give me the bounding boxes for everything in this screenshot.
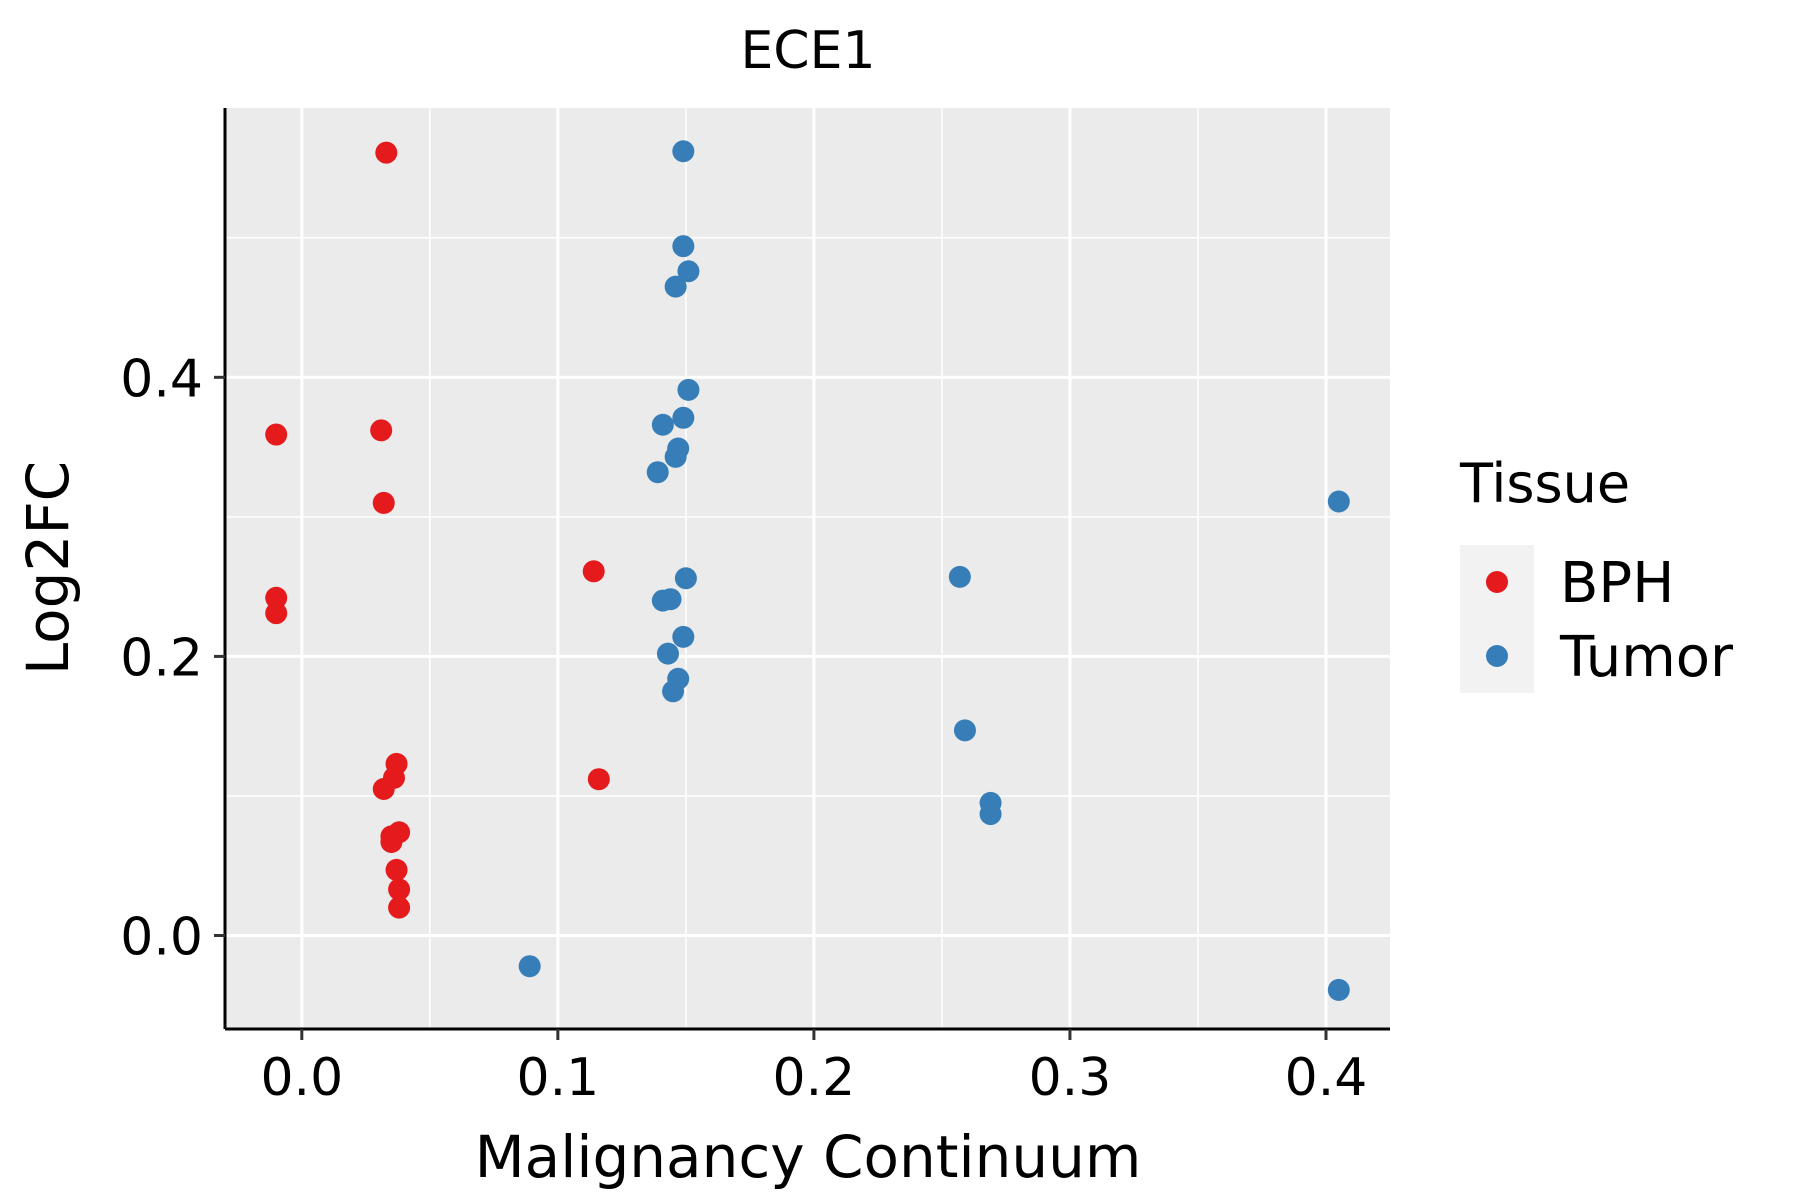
- point-tumor: [646, 461, 669, 484]
- point-tumor: [1327, 490, 1350, 513]
- point-bph: [587, 768, 610, 791]
- legend-label-tumor: Tumor: [1559, 625, 1734, 690]
- point-bph: [380, 831, 403, 854]
- x-tick-label: 0.4: [1285, 1048, 1368, 1108]
- legend-key-bph: [1486, 571, 1508, 593]
- point-tumor: [953, 719, 976, 742]
- point-tumor: [656, 642, 679, 665]
- y-tick-label: 0.0: [120, 908, 203, 968]
- x-tick-label: 0.0: [260, 1048, 343, 1108]
- point-bph: [265, 586, 288, 609]
- y-tick-label: 0.2: [120, 628, 203, 688]
- chart-title: ECE1: [740, 21, 875, 81]
- legend-title: Tissue: [1459, 452, 1630, 515]
- point-bph: [388, 878, 411, 901]
- point-tumor: [674, 567, 697, 590]
- point-tumor: [662, 680, 685, 703]
- x-tick-label: 0.1: [517, 1048, 600, 1108]
- x-tick-label: 0.2: [773, 1048, 856, 1108]
- point-tumor: [672, 625, 695, 648]
- point-tumor: [651, 413, 674, 436]
- y-axis-title: Log2FC: [14, 461, 82, 675]
- point-bph: [265, 423, 288, 446]
- point-tumor: [948, 565, 971, 588]
- plot-panel: [225, 108, 1390, 1029]
- x-tick-label: 0.3: [1029, 1048, 1112, 1108]
- legend-label-bph: BPH: [1560, 551, 1674, 616]
- legend-key-tumor: [1486, 645, 1508, 667]
- legend-keys-background: [1460, 545, 1534, 693]
- y-tick-label: 0.4: [120, 349, 203, 409]
- y-axis-ticks: 0.0 0.2 0.4: [120, 349, 225, 968]
- point-bph: [372, 491, 395, 514]
- point-bph: [372, 777, 395, 800]
- point-tumor: [1327, 978, 1350, 1001]
- point-tumor: [664, 275, 687, 298]
- legend: Tissue BPH Tumor: [1459, 452, 1734, 693]
- point-tumor: [651, 589, 674, 612]
- point-bph: [370, 419, 393, 442]
- point-tumor: [672, 235, 695, 258]
- point-tumor: [677, 260, 700, 283]
- point-tumor: [672, 406, 695, 429]
- point-tumor: [664, 445, 687, 468]
- point-tumor: [672, 140, 695, 163]
- grid-major: [225, 108, 1390, 1029]
- data-points: [265, 140, 1350, 1001]
- point-tumor: [979, 803, 1002, 826]
- x-axis-title: Malignancy Continuum: [475, 1123, 1142, 1191]
- point-bph: [375, 141, 398, 164]
- point-bph: [385, 858, 408, 881]
- point-bph: [265, 602, 288, 625]
- point-bph: [388, 896, 411, 919]
- point-tumor: [518, 955, 541, 978]
- point-tumor: [677, 378, 700, 401]
- point-bph: [582, 560, 605, 583]
- x-axis-ticks: 0.0 0.1 0.2 0.3 0.4: [260, 1029, 1367, 1108]
